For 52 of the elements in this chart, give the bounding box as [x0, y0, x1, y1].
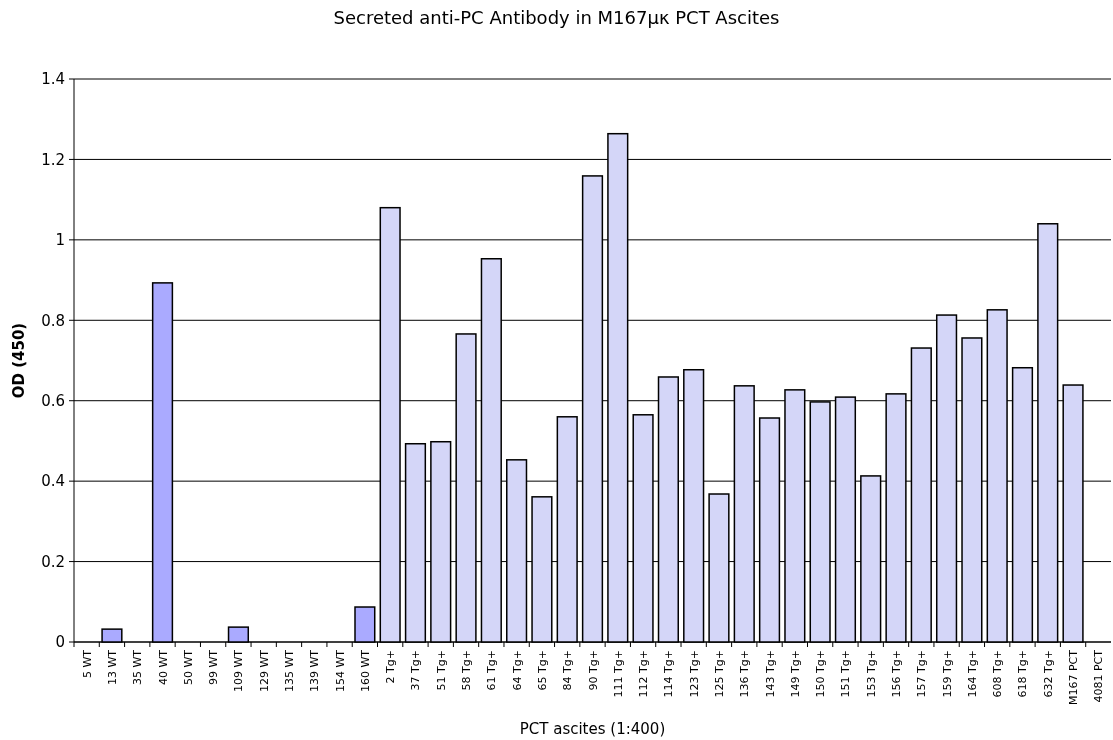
- y-tick-label: 0.4: [41, 472, 65, 491]
- y-tick-label: 0.2: [41, 552, 65, 571]
- x-tick-label: 50 WT: [181, 649, 195, 686]
- x-tick-label: 135 WT: [282, 649, 296, 693]
- x-tick-label: 65 Tg+: [535, 650, 549, 691]
- x-tick-label: 156 Tg+: [890, 650, 904, 698]
- y-tick-label: 1: [55, 231, 65, 250]
- x-tick-label: 618 Tg+: [1016, 650, 1030, 698]
- x-tick-label: 51 Tg+: [434, 650, 448, 691]
- x-tick-label: 136 Tg+: [738, 650, 752, 698]
- x-tick-label: 40 WT: [156, 649, 170, 686]
- x-tick-label: 149 Tg+: [788, 650, 802, 698]
- x-tick-label: 4081 PCT: [1092, 649, 1106, 703]
- x-tick-label: 5 WT: [80, 649, 94, 679]
- x-tick-label: 109 WT: [232, 649, 246, 693]
- chart-title: Secreted anti-PC Antibody in M167μκ PCT Ascites: [333, 7, 780, 28]
- y-axis-title: OD (450): [10, 322, 28, 399]
- x-tick-label: 632 Tg+: [1041, 650, 1055, 698]
- x-tick-label: 61 Tg+: [485, 650, 499, 691]
- x-tick-label: 125 Tg+: [712, 650, 726, 698]
- y-tick-label: 0.6: [41, 391, 65, 410]
- x-tick-label: 35 WT: [131, 649, 145, 686]
- x-tick-label: 90 Tg+: [586, 650, 600, 691]
- x-tick-label: 160 WT: [358, 649, 372, 693]
- x-tick-label: 608 Tg+: [991, 650, 1005, 698]
- y-tick-label: 1.2: [41, 150, 65, 169]
- x-tick-label: 13 WT: [105, 649, 119, 686]
- x-tick-label: 99 WT: [207, 649, 221, 686]
- x-tick-label: 64 Tg+: [510, 650, 524, 691]
- x-tick-label: 2 Tg+: [384, 650, 398, 684]
- x-tick-label: M167 PCT: [1067, 649, 1081, 706]
- x-tick-label: 139 WT: [308, 649, 322, 693]
- x-tick-label: 58 Tg+: [460, 650, 474, 691]
- y-tick-label: 1.4: [41, 70, 65, 89]
- x-tick-label: 112 Tg+: [637, 650, 651, 698]
- x-tick-label: 159 Tg+: [940, 650, 954, 698]
- x-tick-label: 164 Tg+: [965, 650, 979, 698]
- y-tick-label: 0.8: [41, 311, 65, 330]
- x-tick-label: 129 WT: [257, 649, 271, 693]
- y-tick-label: 0: [55, 633, 65, 652]
- x-tick-label: 154 WT: [333, 649, 347, 693]
- x-tick-label: 157 Tg+: [915, 650, 929, 698]
- x-tick-label: 37 Tg+: [409, 650, 423, 691]
- x-tick-label: 114 Tg+: [662, 650, 676, 698]
- x-tick-label: 111 Tg+: [611, 650, 625, 698]
- x-tick-label: 150 Tg+: [814, 650, 828, 698]
- x-tick-label: 151 Tg+: [839, 650, 853, 698]
- x-tick-label: 123 Tg+: [687, 650, 701, 698]
- x-tick-label: 143 Tg+: [763, 650, 777, 698]
- x-axis-title: PCT ascites (1:400): [519, 720, 666, 738]
- x-tick-label: 84 Tg+: [561, 650, 575, 691]
- x-tick-label: 153 Tg+: [864, 650, 878, 698]
